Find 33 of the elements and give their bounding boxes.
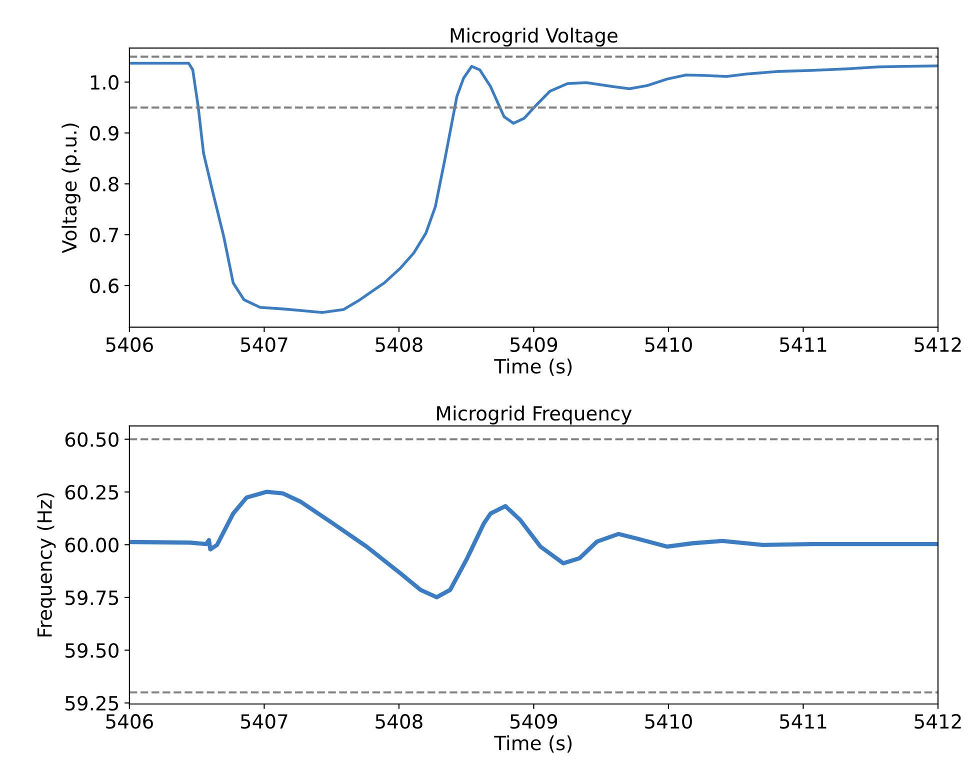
y-tick-label: 59.75 [66,590,118,606]
y-tick-label: 60.50 [65,432,118,447]
x-tick-label: 5411 [780,338,826,352]
x-tick-label: 5410 [645,714,692,729]
line-series [129,490,938,600]
x-tick-label: 5406 [106,337,153,352]
y-tick-label: 60.00 [65,538,118,552]
y-axis-title: Frequency (Hz) [36,493,56,636]
x-tick-label: 5407 [240,337,288,352]
chart-title: Microgrid Frequency [437,406,632,424]
x-tick-label: 5409 [510,714,558,729]
y-tick-label: 60.25 [65,484,118,500]
x-tick-label: 5411 [780,714,826,729]
line-series [129,62,938,314]
x-tick-label: 5410 [645,337,692,352]
x-tick-label: 5408 [376,337,422,352]
x-tick-label: 5412 [914,337,961,352]
y-tick-label: 0.9 [90,126,118,141]
x-axis-title: Time (s) [494,358,572,376]
y-tick-label: 0.8 [90,176,118,192]
x-tick-label: 5408 [376,714,422,729]
x-tick-label: 5409 [510,337,558,352]
y-tick-label: 59.25 [66,696,118,711]
x-tick-label: 5407 [240,714,288,729]
y-axis-title: Voltage (p.u.) [62,124,80,254]
y-tick-label: 0.6 [90,278,118,294]
x-axis-title: Time (s) [494,735,572,753]
x-tick-label: 5406 [106,714,153,729]
y-tick-label: 1.0 [90,75,118,90]
x-tick-label: 5412 [914,714,961,729]
chart-title: Microgrid Voltage [450,28,618,47]
y-tick-label: 59.50 [66,643,118,658]
y-tick-label: 0.7 [90,228,118,242]
